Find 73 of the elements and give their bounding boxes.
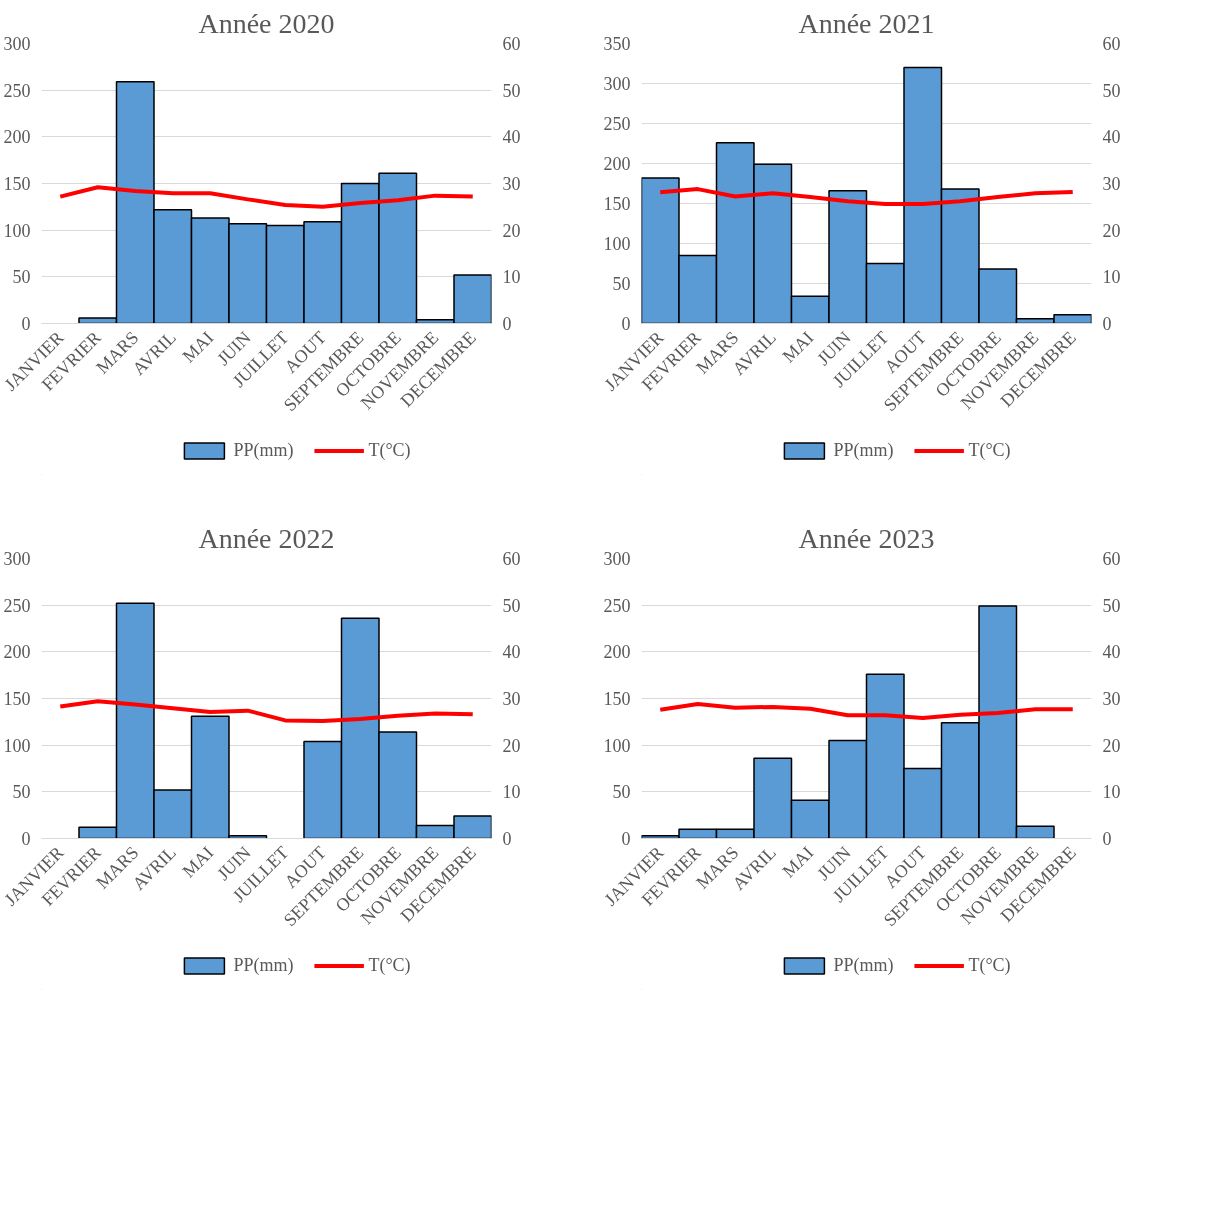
y2-tick-label: 60 bbox=[1102, 34, 1121, 54]
y2-tick-label: 0 bbox=[502, 829, 512, 849]
y-tick-label: 300 bbox=[603, 549, 631, 569]
y2-tick-label: 30 bbox=[502, 174, 521, 194]
y2-tick-label: 50 bbox=[502, 80, 521, 101]
y-tick-label: 100 bbox=[603, 735, 631, 756]
line-series bbox=[58, 185, 475, 209]
chart-title: Année 2023 bbox=[798, 522, 935, 554]
y-tick-label: 300 bbox=[3, 549, 31, 569]
legend-label: PP(mm) bbox=[233, 439, 294, 461]
y2-tick-label: 40 bbox=[502, 642, 521, 663]
legend-label: T(°C) bbox=[368, 954, 411, 976]
y2-tick-label: 20 bbox=[1102, 220, 1121, 241]
line-series bbox=[658, 187, 1075, 207]
y-tick-label: 200 bbox=[3, 642, 31, 663]
y-tick-label: 200 bbox=[603, 154, 631, 174]
y-tick-label: 0 bbox=[621, 829, 631, 849]
y-tick-label: 0 bbox=[621, 314, 631, 334]
y-tick-label: 150 bbox=[603, 689, 631, 709]
y2-tick-label: 0 bbox=[502, 314, 512, 334]
y-tick-label: 100 bbox=[3, 735, 31, 756]
y2-tick-label: 0 bbox=[1102, 829, 1112, 849]
y-tick-label: 100 bbox=[3, 220, 31, 241]
y-tick-label: 250 bbox=[603, 595, 631, 616]
y2-tick-label: 10 bbox=[1102, 267, 1121, 288]
line-series bbox=[58, 699, 475, 723]
y2-tick-label: 30 bbox=[1102, 174, 1121, 194]
y2-tick-label: 0 bbox=[1102, 314, 1112, 334]
y-tick-label: 250 bbox=[603, 114, 631, 134]
y2-tick-label: 50 bbox=[502, 595, 521, 616]
y-tick-label: 50 bbox=[12, 267, 31, 288]
y2-tick-label: 20 bbox=[1102, 735, 1121, 756]
legend-label: T(°C) bbox=[968, 439, 1011, 461]
y2-tick-label: 20 bbox=[502, 220, 521, 241]
chart-title: Année 2021 bbox=[798, 7, 935, 39]
y2-tick-label: 50 bbox=[1102, 80, 1121, 101]
y-tick-label: 0 bbox=[21, 829, 31, 849]
legend-label: T(°C) bbox=[368, 439, 411, 461]
y2-tick-label: 40 bbox=[502, 127, 521, 148]
y-tick-label: 250 bbox=[3, 80, 31, 101]
y2-tick-label: 30 bbox=[502, 689, 521, 709]
y2-tick-label: 50 bbox=[1102, 595, 1121, 616]
y2-tick-label: 60 bbox=[1102, 549, 1121, 569]
y-tick-label: 150 bbox=[603, 194, 631, 214]
y2-tick-label: 10 bbox=[1102, 782, 1121, 803]
y-tick-label: 350 bbox=[603, 34, 631, 54]
y2-tick-label: 10 bbox=[502, 267, 521, 288]
y-tick-label: 250 bbox=[3, 595, 31, 616]
y-tick-label: 300 bbox=[3, 34, 31, 54]
legend-label: T(°C) bbox=[968, 954, 1011, 976]
y-tick-label: 50 bbox=[12, 782, 31, 803]
y2-tick-label: 40 bbox=[1102, 642, 1121, 663]
y-tick-label: 150 bbox=[3, 174, 31, 194]
line-series bbox=[658, 702, 1075, 721]
legend-label: PP(mm) bbox=[833, 439, 894, 461]
y2-tick-label: 30 bbox=[1102, 689, 1121, 709]
y-tick-label: 0 bbox=[21, 314, 31, 334]
chart-title: Année 2022 bbox=[198, 522, 335, 554]
y-tick-label: 200 bbox=[3, 127, 31, 148]
y2-tick-label: 20 bbox=[502, 735, 521, 756]
y2-tick-label: 60 bbox=[502, 549, 521, 569]
y-tick-label: 50 bbox=[612, 274, 631, 294]
y-tick-label: 200 bbox=[603, 642, 631, 663]
legend-label: PP(mm) bbox=[233, 954, 294, 976]
y2-tick-label: 40 bbox=[1102, 127, 1121, 148]
y2-tick-label: 60 bbox=[502, 34, 521, 54]
chart-title: Année 2020 bbox=[198, 7, 335, 39]
y-tick-label: 300 bbox=[603, 74, 631, 94]
y2-tick-label: 10 bbox=[502, 782, 521, 803]
y-tick-label: 100 bbox=[603, 234, 631, 254]
y-tick-label: 150 bbox=[3, 689, 31, 709]
legend-label: PP(mm) bbox=[833, 954, 894, 976]
y-tick-label: 50 bbox=[612, 782, 631, 803]
